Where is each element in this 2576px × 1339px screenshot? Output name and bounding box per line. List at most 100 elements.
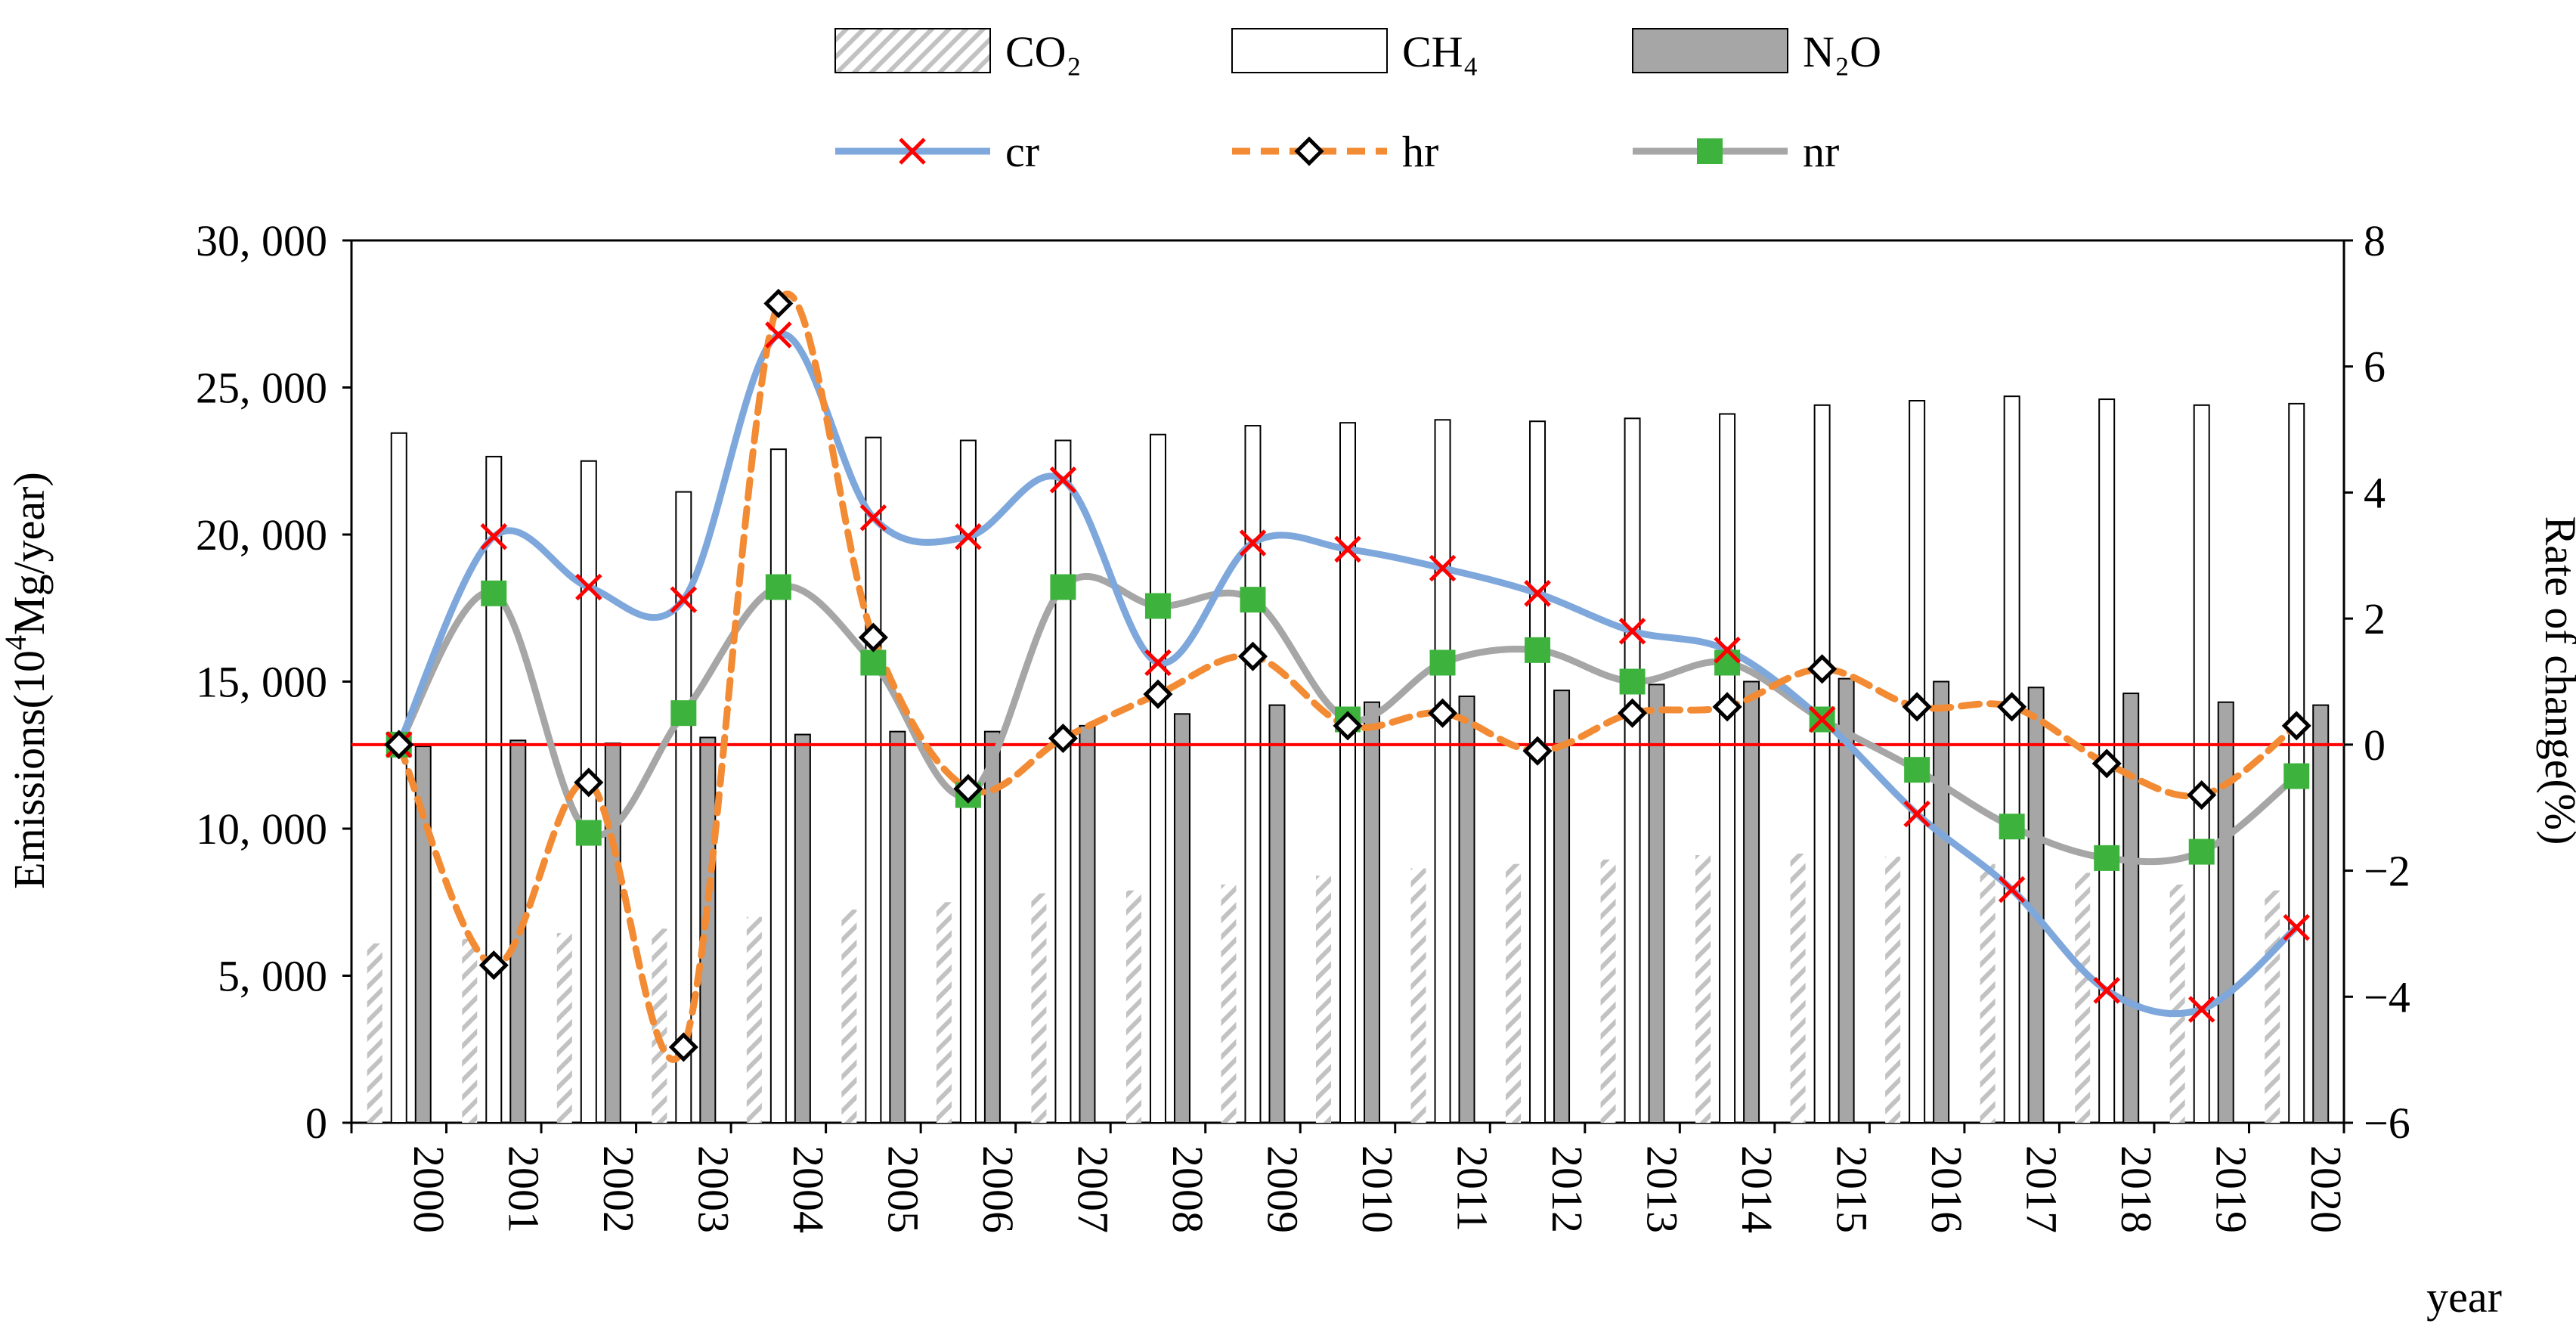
marker-hr-2005 [858,622,888,652]
bar-ch4-2003 [675,491,692,1124]
marker-cr-2007-stroke-b [1049,466,1077,494]
axes-layer: 0 5, 000 10, 000 15, 000 20, 000 25, 000 30, 0… [196,216,2410,1233]
x-tick-label-2020: 2020 [2302,1145,2351,1233]
marker-hr-2000 [384,730,414,760]
marker-cr-2010 [1334,535,1361,563]
marker-nr-2016 [1904,757,1930,783]
y2-tick-label-2: 2 [2364,594,2386,643]
marker-cr-2002 [575,573,602,601]
marker-hr-2019 [2187,780,2217,811]
marker-cr-2001-stroke-b [480,523,508,550]
bar-n2o-2013 [1648,683,1665,1124]
marker-cr-2019-stroke-b [2187,996,2215,1023]
legend-marker-nr [1697,138,1723,164]
y-tick-label-10000: 10, 000 [196,804,327,854]
bar-co2-2013 [1600,859,1616,1123]
marker-hr-2011 [1427,698,1458,728]
bar-co2-2008 [1125,890,1141,1123]
marker-hr-2010 [1333,711,1363,741]
marker-cr-2008-stroke-b [1144,649,1172,677]
x-tick-label-2011: 2011 [1448,1145,1497,1232]
marker-nr-2013 [1619,668,1646,695]
y2-tick-label--6: −6 [2364,1099,2410,1148]
marker-nr-2012 [1525,637,1551,663]
marker-cr-2003-stroke-b [670,586,698,613]
bar-co2-2016 [1885,856,1901,1123]
x-tick-label-2004: 2004 [784,1145,833,1233]
bar-ch4-2008 [1149,433,1166,1124]
x-tick-label-2015: 2015 [1828,1145,1877,1233]
bar-ch4-2005 [865,436,882,1124]
bar-ch4-2009 [1244,425,1262,1124]
bar-ch4-2019 [2193,404,2210,1124]
bar-co2-2002 [556,933,572,1123]
marker-cr-2012 [1524,580,1551,607]
marker-cr-2012-stroke-b [1524,580,1551,607]
bar-n2o-2012 [1553,690,1571,1124]
x-tick-label-2005: 2005 [878,1145,927,1233]
bar-ch4-2015 [1813,404,1831,1124]
bar-ch4-2001 [485,455,503,1124]
bar-co2-2010 [1316,876,1331,1123]
marker-nr-2004 [765,574,791,600]
bar-co2-2000 [367,943,382,1123]
marker-nr-2007 [1050,574,1076,600]
x-tick-label-2017: 2017 [2017,1145,2067,1233]
x-tick-label-2006: 2006 [974,1145,1023,1233]
x-tick-label-2016: 2016 [1922,1145,1971,1233]
marker-cr-2010-stroke-b [1334,535,1361,563]
legend-label-ch4: CH₄ [1402,27,1478,76]
marker-cr-2006-stroke-b [955,523,982,550]
bar-ch4-2020 [2288,402,2305,1124]
x-tick-label-2003: 2003 [689,1145,738,1233]
marker-cr-2001 [480,523,508,550]
marker-cr-2019 [2187,996,2215,1023]
bar-n2o-2007 [1079,724,1096,1124]
y-tick-label-20000: 20, 000 [196,510,327,559]
bar-co2-2003 [652,928,667,1123]
marker-hr-2008 [1143,679,1173,709]
marker-cr-2005 [859,504,887,532]
marker-hr-2004 [763,288,794,318]
bar-ch4-2014 [1719,413,1736,1124]
bar-ch4-2011 [1434,419,1451,1124]
legend: CO₂ CH₄ N₂O cr hr nr [834,27,1881,176]
legend-label-hr: hr [1402,127,1438,176]
y-axis-title: Emissions(104Mg/year) [0,472,54,889]
marker-cr-2011 [1429,554,1457,582]
marker-hr-2003 [668,1032,698,1062]
legend-marker-cr-stroke-b [899,138,926,165]
marker-cr-2014 [1714,637,1741,664]
marker-nr-2002 [575,820,602,846]
y2-tick-label--4: −4 [2364,972,2410,1021]
marker-cr-2015 [1808,705,1836,733]
marker-hr-2016 [1902,692,1932,722]
marker-cr-2008 [1144,649,1172,677]
marker-nr-2017 [1999,814,2025,840]
y-tick-label-30000: 30, 000 [196,216,327,265]
marker-cr-2003 [670,586,698,613]
bar-co2-2006 [936,902,952,1123]
y2-tick-label-8: 8 [2364,216,2386,265]
marker-cr-2002-stroke-b [575,573,602,601]
bar-co2-2012 [1506,863,1522,1123]
bar-n2o-2000 [414,745,432,1124]
marker-nr-2019 [2188,838,2215,865]
bar-n2o-2011 [1458,695,1475,1124]
marker-hr-2014 [1712,692,1742,722]
marker-cr-2005-stroke-b [859,504,887,532]
marker-nr-2005 [860,649,887,676]
marker-cr-2004-stroke-b [765,321,792,349]
bar-n2o-2016 [1933,680,1950,1124]
y-tick-label-25000: 25, 000 [196,364,327,413]
y2-tick-label-4: 4 [2364,468,2386,517]
x-tick-label-2014: 2014 [1732,1145,1782,1233]
bar-ch4-2000 [390,432,407,1124]
bar-co2-2019 [2169,884,2185,1123]
bar-n2o-2014 [1743,680,1760,1124]
x-tick-label-2000: 2000 [404,1145,454,1233]
legend-swatch-co2 [834,28,991,73]
legend-swatch-n2o [1632,28,1788,73]
bar-n2o-2005 [889,730,906,1124]
x-tick-label-2013: 2013 [1638,1145,1687,1233]
